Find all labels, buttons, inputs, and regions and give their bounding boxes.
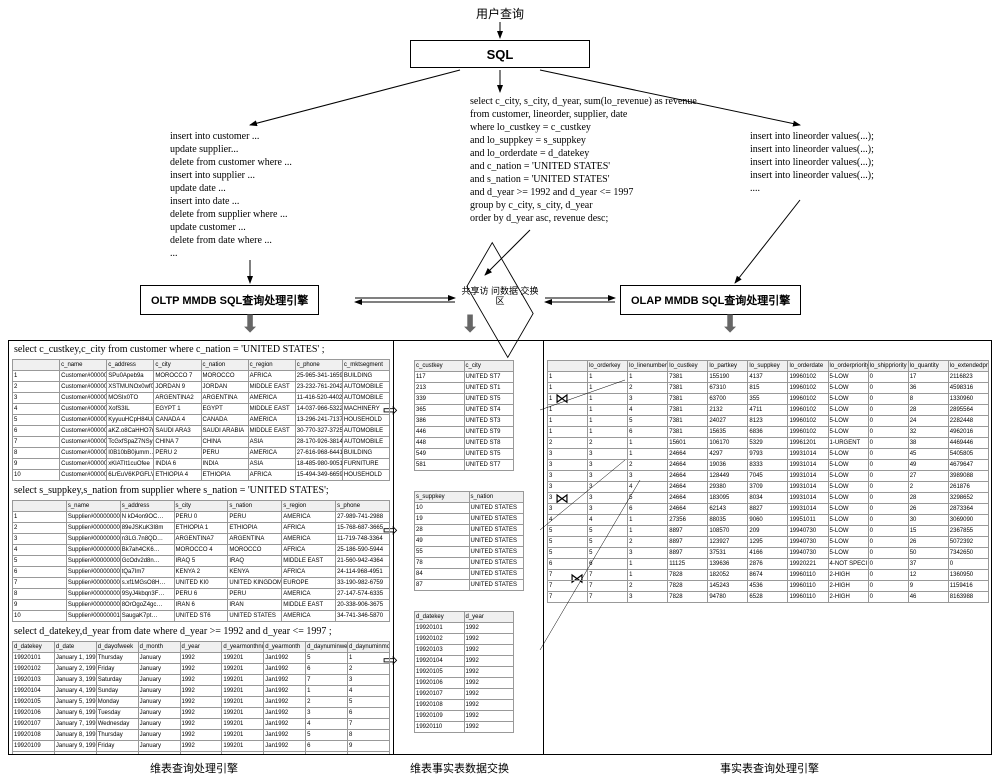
mid-datekey-table: d_datekeyd_year1992010119921992010219921… <box>414 611 514 733</box>
main-container: select c_custkey,c_city from customer wh… <box>8 340 992 755</box>
query3-label: select d_datekey,d_year from date where … <box>9 623 393 640</box>
sql-box: SQL <box>410 40 590 68</box>
insert-sql-block: insert into lineorder values(...); inser… <box>750 130 874 195</box>
bottom-right-label: 事实表查询处理引擎 <box>720 760 819 776</box>
down-arrow-icon: ⬇ <box>460 310 480 339</box>
lineorder-table: lo_orderkeylo_linenumberlo_custkeylo_par… <box>547 360 989 603</box>
olap-engine-box: OLAP MMDB SQL查询处理引擎 <box>620 285 801 315</box>
mid-suppkey-table: s_suppkeys_nation10UNITED STATES19UNITED… <box>414 491 524 591</box>
date-table: d_datekeyd_dated_dayofweekd_monthd_yeard… <box>12 641 390 754</box>
left-panel: select c_custkey,c_city from customer wh… <box>9 341 394 754</box>
oltp-engine-box: OLTP MMDB SQL查询处理引擎 <box>140 285 319 315</box>
query2-label: select s_suppkey,s_nation from supplier … <box>9 482 393 499</box>
right-panel: lo_orderkeylo_linenumberlo_custkeylo_par… <box>544 341 992 754</box>
down-arrow-icon: ⬇ <box>720 310 740 339</box>
supplier-table: s_names_addresss_citys_nations_regions_p… <box>12 500 390 622</box>
user-query-label: 用户查询 <box>476 5 524 22</box>
mid-panel: c_custkeyc_city117UNITED ST7213UNITED ST… <box>394 341 544 754</box>
query1-label: select c_custkey,c_city from customer wh… <box>9 341 393 358</box>
bottom-mid-label: 维表事实表数据交换 <box>410 760 509 776</box>
mid-custkey-table: c_custkeyc_city117UNITED ST7213UNITED ST… <box>414 360 514 471</box>
bottom-left-label: 维表查询处理引擎 <box>150 760 238 776</box>
customer-table: c_namec_addressc_cityc_nationc_regionc_p… <box>12 359 390 481</box>
select-sql-block: select c_city, s_city, d_year, sum(lo_re… <box>470 95 697 225</box>
oltp-sql-block: insert into customer ... update supplier… <box>170 130 292 260</box>
down-arrow-icon: ⬇ <box>240 310 260 339</box>
